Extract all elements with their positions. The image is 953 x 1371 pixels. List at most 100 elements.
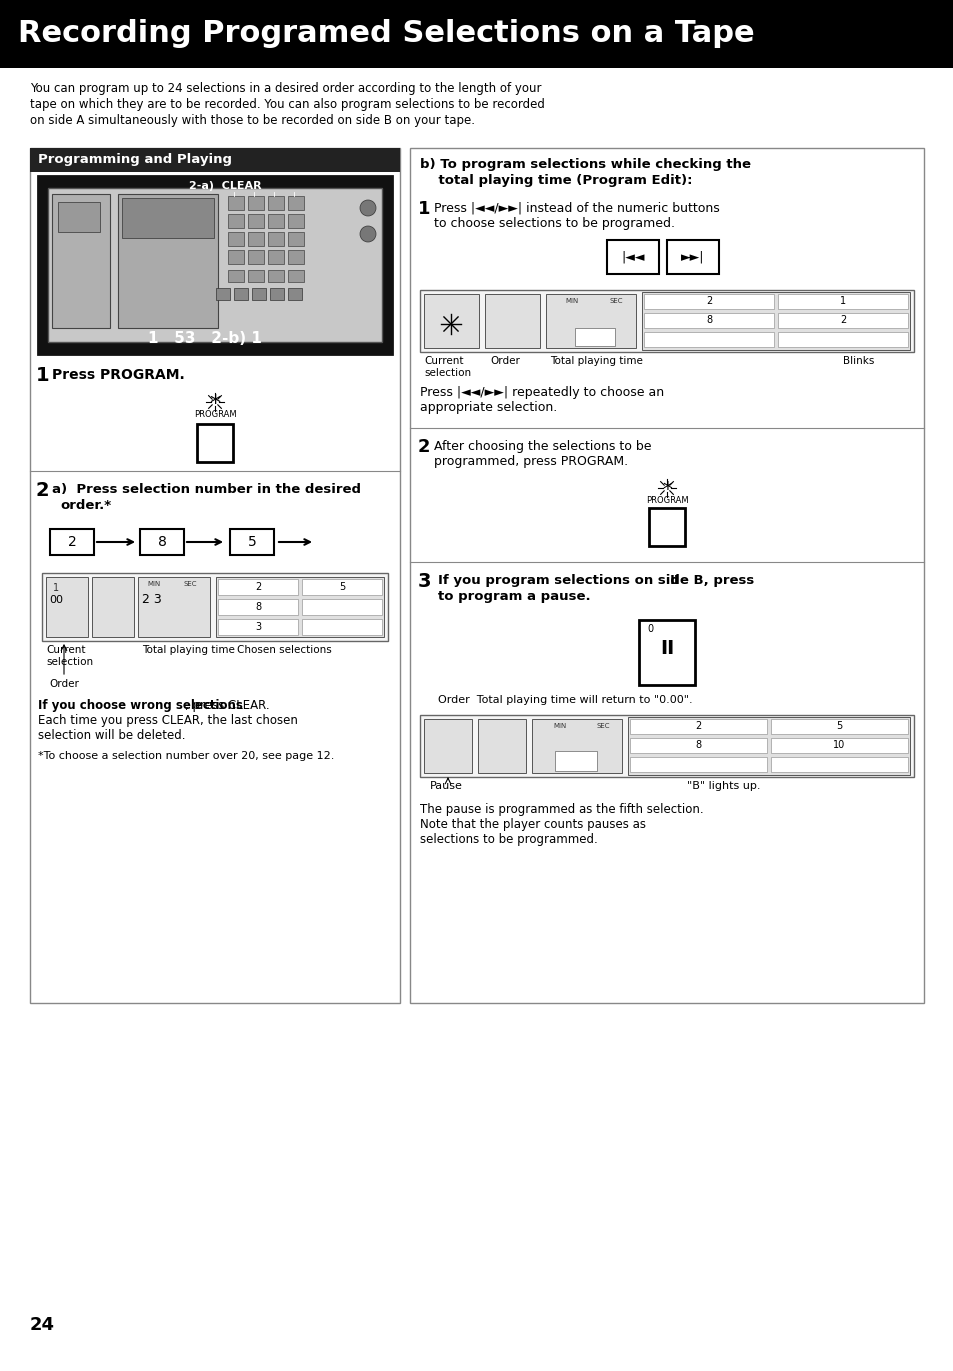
Text: 2: 2: [694, 721, 700, 731]
Text: 2 3: 2 3: [142, 594, 162, 606]
Bar: [268, 270, 284, 282]
Text: MIN: MIN: [147, 581, 160, 587]
Text: Total playing time: Total playing time: [142, 644, 234, 655]
Text: 1: 1: [36, 366, 50, 385]
Bar: [0, 0, 953, 69]
Text: tape on which they are to be recorded. You can also program selections to be rec: tape on which they are to be recorded. Y…: [30, 97, 544, 111]
Text: MIN: MIN: [553, 723, 566, 729]
Bar: [575, 328, 615, 345]
Bar: [639, 620, 695, 686]
Text: 2: 2: [417, 437, 430, 457]
Text: 3: 3: [417, 572, 431, 591]
Bar: [555, 751, 597, 771]
Bar: [778, 332, 907, 347]
Text: SEC: SEC: [596, 723, 609, 729]
Text: 1: 1: [839, 296, 845, 306]
Bar: [248, 196, 264, 210]
Text: 5: 5: [248, 535, 256, 548]
Bar: [52, 195, 110, 328]
Text: 8: 8: [694, 740, 700, 750]
Bar: [248, 232, 264, 245]
Bar: [252, 288, 266, 300]
Text: *: *: [661, 480, 671, 499]
Bar: [770, 738, 907, 753]
Bar: [627, 717, 909, 775]
Text: 2: 2: [705, 296, 711, 306]
Text: If you program selections on side B, press: If you program selections on side B, pre…: [437, 574, 754, 587]
Text: 1: 1: [417, 200, 430, 218]
Bar: [268, 250, 284, 265]
Text: PROGRAM: PROGRAM: [645, 496, 688, 505]
Bar: [484, 293, 539, 348]
Bar: [643, 332, 773, 347]
Text: order.*: order.*: [60, 499, 111, 511]
Bar: [302, 599, 381, 616]
Bar: [48, 188, 381, 341]
Bar: [58, 202, 100, 232]
Bar: [50, 529, 94, 555]
Text: PROGRAM: PROGRAM: [193, 410, 236, 420]
Bar: [42, 573, 388, 642]
Text: selection will be deleted.: selection will be deleted.: [38, 729, 185, 742]
Text: Chosen selections: Chosen selections: [236, 644, 332, 655]
Text: appropriate selection.: appropriate selection.: [419, 400, 557, 414]
Bar: [138, 577, 210, 638]
Text: 5: 5: [338, 583, 345, 592]
Bar: [30, 148, 399, 171]
Text: programmed, press PROGRAM.: programmed, press PROGRAM.: [434, 455, 627, 468]
Bar: [140, 529, 184, 555]
Text: 0: 0: [646, 624, 653, 633]
Bar: [423, 718, 472, 773]
Text: 1: 1: [52, 583, 59, 594]
Bar: [419, 716, 913, 777]
Bar: [288, 232, 304, 245]
Bar: [629, 757, 766, 772]
Bar: [218, 618, 297, 635]
Bar: [288, 196, 304, 210]
Text: Press |◄◄/►►| repeatedly to choose an: Press |◄◄/►►| repeatedly to choose an: [419, 387, 663, 399]
Bar: [270, 288, 284, 300]
Bar: [46, 577, 88, 638]
Text: SEC: SEC: [183, 581, 196, 587]
Text: Order: Order: [490, 356, 519, 366]
Bar: [770, 757, 907, 772]
Bar: [302, 618, 381, 635]
Text: 1   53   2-b) 1: 1 53 2-b) 1: [148, 330, 262, 345]
Bar: [666, 240, 719, 274]
Bar: [228, 270, 244, 282]
Bar: [248, 214, 264, 228]
Bar: [248, 250, 264, 265]
Text: 8: 8: [254, 602, 261, 611]
Text: b) To program selections while checking the: b) To program selections while checking …: [419, 158, 750, 171]
Text: selection: selection: [46, 657, 93, 668]
Bar: [288, 214, 304, 228]
Bar: [228, 214, 244, 228]
Text: ►►|: ►►|: [680, 251, 704, 263]
Text: Current: Current: [423, 356, 463, 366]
Text: Press |◄◄/►►| instead of the numeric buttons: Press |◄◄/►►| instead of the numeric but…: [434, 202, 719, 215]
Text: to program a pause.: to program a pause.: [437, 590, 590, 603]
Bar: [218, 599, 297, 616]
Bar: [288, 250, 304, 265]
Text: 2: 2: [36, 481, 50, 500]
Text: "B" lights up.: "B" lights up.: [686, 781, 760, 791]
Text: Total playing time: Total playing time: [550, 356, 642, 366]
Text: You can program up to 24 selections in a desired order according to the length o: You can program up to 24 selections in a…: [30, 82, 541, 95]
Text: MIN: MIN: [565, 298, 578, 304]
Bar: [629, 738, 766, 753]
Text: 8: 8: [705, 315, 711, 325]
Bar: [606, 240, 659, 274]
Bar: [302, 579, 381, 595]
Text: Current: Current: [46, 644, 86, 655]
Bar: [218, 579, 297, 595]
Text: on side A simultaneously with those to be recorded on side B on your tape.: on side A simultaneously with those to b…: [30, 114, 475, 128]
Text: Each time you press CLEAR, the last chosen: Each time you press CLEAR, the last chos…: [38, 714, 297, 727]
Text: Recording Programed Selections on a Tape: Recording Programed Selections on a Tape: [18, 19, 754, 48]
Text: a)  Press selection number in the desired: a) Press selection number in the desired: [52, 483, 360, 496]
Bar: [118, 195, 218, 328]
Bar: [770, 718, 907, 733]
Bar: [778, 293, 907, 308]
Text: After choosing the selections to be: After choosing the selections to be: [434, 440, 651, 452]
Bar: [641, 292, 909, 350]
Bar: [268, 232, 284, 245]
